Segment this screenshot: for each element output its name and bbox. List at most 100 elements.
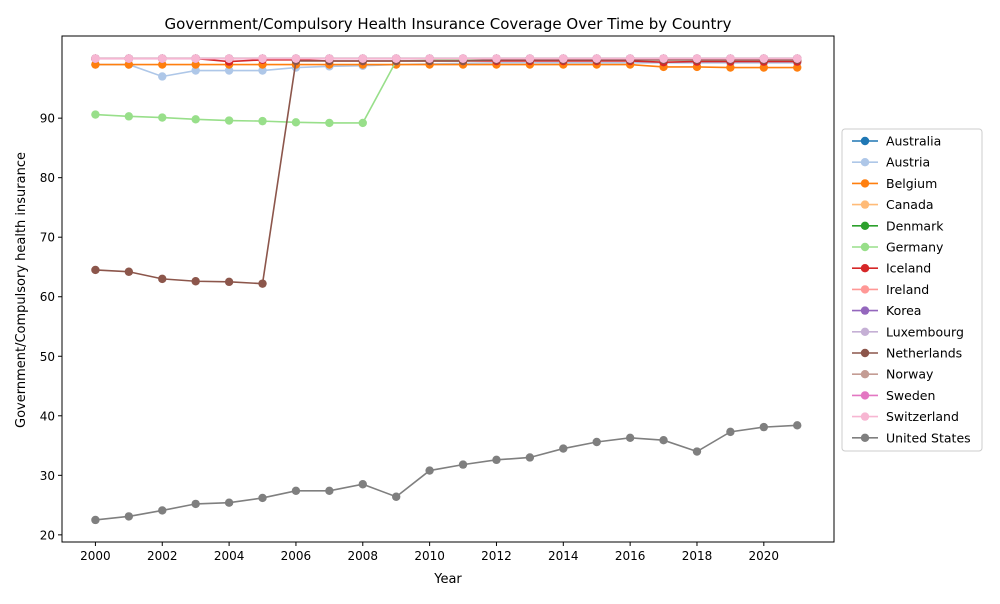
data-point xyxy=(525,54,535,63)
legend-label: United States xyxy=(886,430,971,445)
x-axis-ticks: 2000 2002 2004 2006 2008 2010 2012 2014 2016 2018… xyxy=(80,542,779,563)
legend-label: Sweden xyxy=(886,388,935,403)
data-point xyxy=(358,118,367,128)
x-tick-label: 2002 xyxy=(147,549,178,563)
data-point xyxy=(158,506,167,515)
legend-label: Denmark xyxy=(886,218,944,233)
data-point xyxy=(124,512,134,521)
data-point xyxy=(525,453,535,462)
data-point xyxy=(492,455,501,465)
legend-swatch-marker xyxy=(860,412,870,421)
data-point xyxy=(625,433,635,443)
legend-swatch-marker xyxy=(860,370,870,379)
legend-label: Korea xyxy=(886,303,921,318)
x-tick-label: 2008 xyxy=(348,549,379,563)
y-axis-ticks: 20 30 40 50 60 70 80 90 xyxy=(40,112,62,542)
data-point xyxy=(158,113,167,122)
data-point xyxy=(258,493,267,503)
data-point xyxy=(358,54,367,63)
data-point xyxy=(759,422,769,432)
legend-swatch-marker xyxy=(860,285,870,294)
legend-label: Netherlands xyxy=(886,346,962,361)
legend-label: Switzerland xyxy=(886,409,959,424)
data-point xyxy=(759,54,769,63)
data-point xyxy=(625,54,635,63)
data-point xyxy=(325,486,334,495)
data-point xyxy=(759,63,769,72)
data-point xyxy=(592,437,601,447)
data-point xyxy=(592,54,601,63)
data-point xyxy=(191,54,200,63)
data-point xyxy=(191,115,200,124)
legend-swatch-marker xyxy=(860,306,870,315)
legend-swatch-marker xyxy=(860,391,870,400)
x-tick-label: 2012 xyxy=(481,549,512,563)
legend-item: United States xyxy=(852,430,971,445)
legend-item: Canada xyxy=(852,197,934,212)
legend-item: Luxembourg xyxy=(852,324,964,339)
data-point xyxy=(158,274,167,284)
legend-item: Netherlands xyxy=(852,346,962,361)
data-point xyxy=(91,110,100,119)
legend-item: Sweden xyxy=(852,388,935,403)
legend-item: Belgium xyxy=(852,176,937,191)
data-point xyxy=(492,54,501,63)
legend-item: Australia xyxy=(852,134,941,149)
y-tick-label: 60 xyxy=(40,290,55,304)
data-point xyxy=(726,63,735,72)
legend-label: Norway xyxy=(886,367,934,382)
x-tick-label: 2004 xyxy=(214,549,245,563)
data-point xyxy=(258,116,267,126)
x-axis-label: Year xyxy=(433,572,462,587)
data-point xyxy=(659,436,668,445)
legend-item: Ireland xyxy=(852,282,929,297)
legend-swatch-marker xyxy=(860,264,870,273)
data-point xyxy=(224,498,234,507)
data-point xyxy=(291,54,301,63)
legend-label: Belgium xyxy=(886,176,937,191)
series-line xyxy=(95,59,798,285)
legend-item: Korea xyxy=(852,303,921,318)
data-point xyxy=(124,112,134,121)
data-point xyxy=(158,60,167,69)
legend-swatch-marker xyxy=(860,348,870,358)
data-point xyxy=(793,421,802,430)
legend: Australia Austria Belgium Canada Denmark Germ… xyxy=(841,128,983,452)
legend-item: Germany xyxy=(852,240,944,255)
legend-item: Norway xyxy=(852,367,934,382)
data-point xyxy=(291,486,301,495)
data-point xyxy=(726,54,735,63)
legend-swatch-marker xyxy=(860,158,870,167)
legend-swatch-marker xyxy=(860,242,870,252)
legend-item: Iceland xyxy=(852,261,931,276)
data-point xyxy=(325,118,334,128)
data-point xyxy=(325,54,334,63)
data-point xyxy=(158,72,167,81)
series-switzerland xyxy=(91,54,802,63)
x-tick-label: 2014 xyxy=(548,549,579,563)
y-tick-label: 80 xyxy=(40,171,55,185)
legend-box xyxy=(841,128,983,452)
data-point xyxy=(291,118,301,127)
legend-swatch-marker xyxy=(860,221,870,230)
chart-title: Government/Compulsory Health Insurance C… xyxy=(165,15,732,33)
y-tick-label: 30 xyxy=(40,469,55,483)
legend-label: Germany xyxy=(886,240,944,255)
data-point xyxy=(191,277,200,286)
x-tick-label: 2006 xyxy=(281,549,312,563)
data-point xyxy=(91,60,100,69)
data-point xyxy=(692,54,702,63)
data-point xyxy=(559,444,568,453)
data-point xyxy=(191,60,200,69)
x-tick-label: 2000 xyxy=(80,549,111,563)
legend-swatch-marker xyxy=(860,327,870,336)
y-axis-label: Government/Compulsory health insurance xyxy=(14,152,29,428)
data-point xyxy=(659,54,668,63)
data-point xyxy=(91,54,100,63)
y-tick-label: 90 xyxy=(40,112,55,126)
legend-swatch-marker xyxy=(860,433,870,442)
series-line xyxy=(95,424,798,521)
plot-lines xyxy=(91,54,802,525)
